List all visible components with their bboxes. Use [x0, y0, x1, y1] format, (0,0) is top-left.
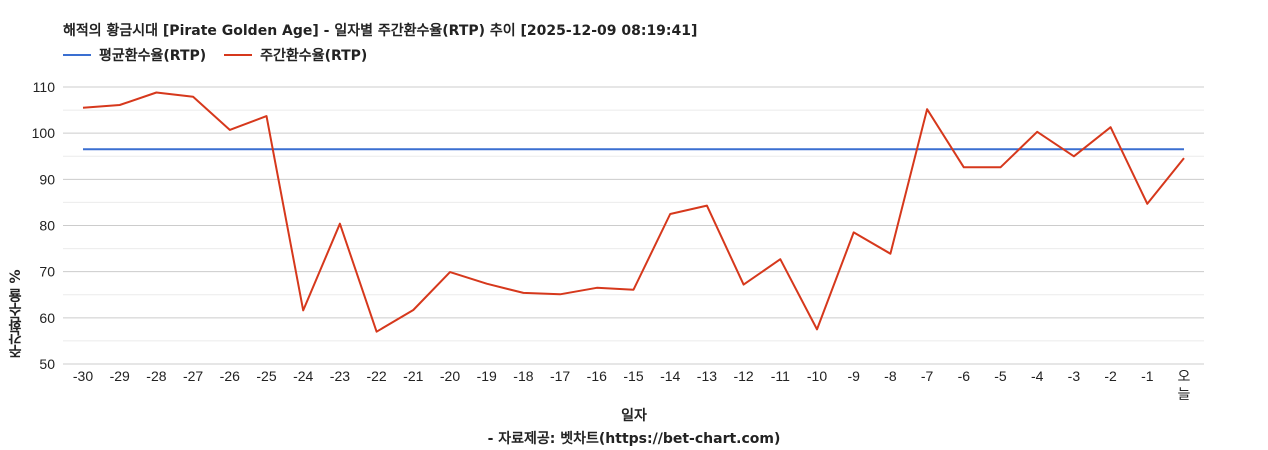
x-tick-label: -22 [366, 368, 386, 384]
series-lines [82, 91, 1185, 333]
x-tick-label: -8 [884, 368, 897, 384]
x-tick-label: -12 [733, 368, 753, 384]
x-tick-label: -1 [1141, 368, 1154, 384]
x-tick-label: -13 [697, 368, 717, 384]
x-tick-label: -7 [921, 368, 934, 384]
legend-item-average[interactable]: 평균환수율(RTP) [63, 45, 206, 65]
y-tick-label: 70 [39, 264, 55, 280]
x-axis-label: 일자 [621, 408, 647, 424]
legend-label-weekly: 주간환수율(RTP) [260, 48, 368, 64]
y-tick-label: 80 [39, 218, 55, 234]
legend-swatch-average [63, 54, 91, 56]
grid-lines [63, 86, 1204, 365]
x-tick-label: -14 [660, 368, 680, 384]
x-tick-label: -26 [220, 368, 240, 384]
x-tick-label: -18 [513, 368, 533, 384]
x-tick-label: -28 [146, 368, 166, 384]
x-tick-label: -19 [477, 368, 497, 384]
chart-legend: 평균환수율(RTP) 주간환수율(RTP) [63, 45, 385, 65]
y-tick-label: 90 [39, 171, 55, 187]
x-tick-label: -27 [183, 368, 203, 384]
x-tick-labels: -30 -29 -28 -27 -26 -25 -24 -23 -22 -21 -20 -19 -18 -… [73, 368, 1191, 402]
y-tick-label: 110 [33, 79, 56, 95]
x-tick-label: -23 [330, 368, 350, 384]
x-tick-label: -15 [623, 368, 643, 384]
legend-swatch-weekly [224, 54, 253, 56]
x-tick-label: -30 [73, 368, 93, 384]
x-tick-label: -21 [403, 368, 423, 384]
legend-item-weekly[interactable]: 주간환수율(RTP) [224, 45, 367, 65]
x-tick-label: -17 [550, 368, 570, 384]
series-line-weekly-rtp [82, 91, 1185, 333]
x-tick-label: -5 [994, 368, 1007, 384]
chart-title: 해적의 황금시대 [Pirate Golden Age] - 일자별 주간환수율… [63, 23, 698, 39]
x-tick-label: -20 [440, 368, 460, 384]
y-tick-label: 100 [32, 125, 56, 141]
x-tick-label: -11 [771, 368, 790, 384]
y-tick-label: 60 [39, 310, 55, 326]
x-tick-label: -6 [958, 368, 971, 384]
x-tick-label: -16 [587, 368, 607, 384]
x-tick-label: -10 [807, 368, 827, 384]
x-tick-label: -29 [110, 368, 130, 384]
data-source-credit: - 자료제공: 벳차트(https://bet-chart.com) [487, 431, 781, 447]
x-tick-label: -4 [1031, 368, 1044, 384]
x-tick-label: -3 [1068, 368, 1081, 384]
x-tick-label: -2 [1104, 368, 1117, 384]
legend-label-average: 평균환수율(RTP) [99, 48, 207, 64]
y-tick-labels: 50 60 70 80 90 100 110 [32, 79, 56, 372]
y-tick-label: 50 [39, 356, 55, 372]
x-tick-label: -24 [293, 368, 313, 384]
x-tick-label: -25 [256, 368, 276, 384]
x-tick-label: -9 [847, 368, 860, 384]
